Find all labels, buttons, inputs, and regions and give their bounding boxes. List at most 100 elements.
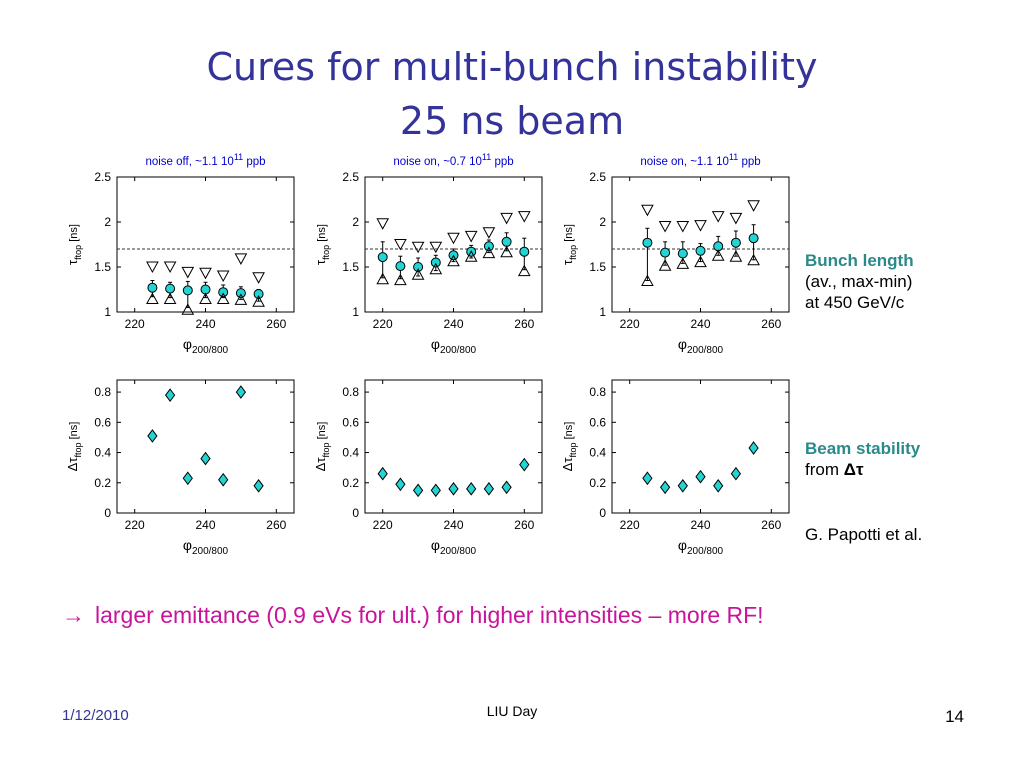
panel-title: noise off, ~1.1 1011 ppb — [145, 152, 265, 168]
bunch-length-energy: at 450 GeV/c — [805, 293, 905, 312]
x-tick-label: 260 — [761, 317, 781, 331]
y-tick-label: 2 — [352, 215, 359, 229]
stability-marker-diamond — [730, 466, 742, 481]
average-marker-circle — [695, 245, 706, 256]
stability-marker-diamond — [377, 466, 388, 481]
min-marker-triangle-up — [429, 262, 443, 275]
y-tick-label: 1.5 — [94, 260, 111, 274]
max-marker-triangle-down — [181, 266, 195, 279]
average-marker-circle — [165, 283, 176, 294]
min-marker-triangle-up — [216, 292, 230, 304]
x-tick-label: 260 — [761, 518, 781, 532]
y-axis-unit: [ns] — [68, 422, 80, 443]
x-tick-label: 240 — [690, 518, 710, 532]
y-axis-unit: [ns] — [316, 422, 328, 443]
x-axis-subscript: 200/800 — [687, 345, 724, 356]
average-marker-circle — [501, 236, 512, 247]
panel-title-main: noise off, ~1.1 10 — [145, 156, 233, 168]
y-tick-label: 0 — [599, 506, 606, 520]
x-axis-label: φ200/800 — [678, 336, 724, 356]
y-tick-label: 0.4 — [94, 446, 111, 460]
bunch-length-title: Bunch length — [805, 251, 914, 270]
x-axis-subscript: 200/800 — [440, 345, 477, 356]
average-marker-circle — [730, 237, 741, 248]
y-axis-subscript: ftop — [321, 442, 331, 457]
y-axis-subscript: ftop — [568, 245, 578, 260]
chart-panel-2: 220 240 260 1 1.5 2 2.5 noise on, ~0.7 1011 ppb… — [313, 152, 543, 356]
y-tick-label: 0.2 — [94, 476, 111, 490]
conclusion-message: larger emittance (0.9 eVs for ult.) for … — [95, 602, 764, 628]
x-axis-subscript: 200/800 — [440, 546, 477, 557]
min-marker-triangle-up — [376, 272, 390, 285]
stability-marker-diamond — [147, 429, 158, 443]
panel-title-main: noise on, ~0.7 10 — [393, 156, 482, 168]
min-marker-triangle-up — [411, 268, 425, 280]
y-tick-label: 0.6 — [589, 415, 606, 429]
min-marker-triangle-up — [482, 246, 496, 259]
y-axis-subscript: ftop — [321, 245, 331, 260]
y-tick-label: 2.5 — [589, 170, 606, 184]
stability-marker-diamond — [695, 469, 706, 484]
x-tick-label: 220 — [125, 518, 145, 532]
y-axis-label: Δτftop [ns] — [65, 422, 83, 472]
x-tick-label: 260 — [514, 518, 534, 532]
min-marker-triangle-up — [658, 259, 672, 271]
y-tick-label: 1 — [599, 305, 606, 319]
max-marker-triangle-down — [482, 227, 496, 239]
y-tick-label: 2 — [104, 215, 111, 229]
stability-marker-diamond — [218, 472, 229, 487]
chart-panel-4: 220 240 260 0 0.2 0.4 0.6 0.8 φ200/800 Δτftop [ns… — [65, 379, 295, 557]
stability-marker-diamond — [430, 483, 441, 498]
stability-marker-diamond — [448, 481, 459, 496]
x-axis-symbol: φ — [431, 537, 440, 553]
min-marker-triangle-up — [181, 303, 195, 315]
y-tick-label: 1 — [104, 305, 111, 319]
plot-frame — [116, 379, 295, 514]
x-tick-label: 220 — [373, 317, 393, 331]
average-marker-circle — [218, 287, 229, 298]
max-marker-triangle-down — [641, 204, 654, 217]
max-marker-triangle-down — [252, 272, 265, 284]
min-marker-triangle-up — [694, 255, 707, 268]
y-axis-symbol: Δτ — [313, 457, 328, 472]
stability-marker-diamond — [642, 471, 653, 486]
chart-panel-1: 220 240 260 1 1.5 2 2.5 noise off, ~1.1 1011 pp… — [65, 152, 295, 356]
max-marker-triangle-down — [517, 211, 531, 223]
min-marker-triangle-up — [234, 293, 248, 305]
average-marker-circle — [395, 261, 406, 272]
y-tick-label: 0.8 — [342, 385, 359, 399]
max-marker-triangle-down — [447, 232, 460, 245]
y-tick-label: 2 — [599, 215, 606, 229]
average-marker-circle — [147, 282, 158, 293]
max-marker-triangle-down — [500, 212, 513, 225]
average-marker-circle — [519, 246, 530, 257]
x-tick-label: 260 — [514, 317, 534, 331]
min-marker-triangle-up — [146, 292, 159, 304]
y-tick-label: 0.4 — [589, 446, 606, 460]
y-axis-symbol: τ — [560, 259, 575, 265]
x-axis-symbol: φ — [183, 336, 192, 352]
x-tick-label: 220 — [125, 317, 145, 331]
min-marker-triangle-up — [517, 264, 531, 277]
y-tick-label: 0 — [352, 506, 359, 520]
stability-marker-diamond — [253, 478, 264, 493]
y-tick-label: 0.4 — [342, 446, 359, 460]
y-tick-label: 1.5 — [589, 260, 606, 274]
average-marker-circle — [253, 289, 264, 299]
stability-marker-diamond — [519, 457, 530, 472]
beam-stability-from: from — [805, 460, 844, 479]
x-tick-label: 240 — [443, 518, 463, 532]
y-axis-label: τftop [ns] — [65, 224, 83, 265]
stability-marker-diamond — [501, 480, 512, 495]
y-axis-label: τftop [ns] — [313, 224, 331, 265]
y-axis-label: Δτftop [ns] — [560, 422, 578, 472]
panel-title-main: noise on, ~1.1 10 — [640, 156, 729, 168]
max-marker-triangle-down — [429, 241, 443, 254]
max-marker-triangle-down — [676, 221, 690, 233]
x-axis-symbol: φ — [678, 537, 687, 553]
x-axis-label: φ200/800 — [678, 537, 724, 557]
y-tick-label: 2.5 — [94, 170, 111, 184]
y-tick-label: 0 — [104, 506, 111, 520]
y-tick-label: 1 — [352, 305, 359, 319]
